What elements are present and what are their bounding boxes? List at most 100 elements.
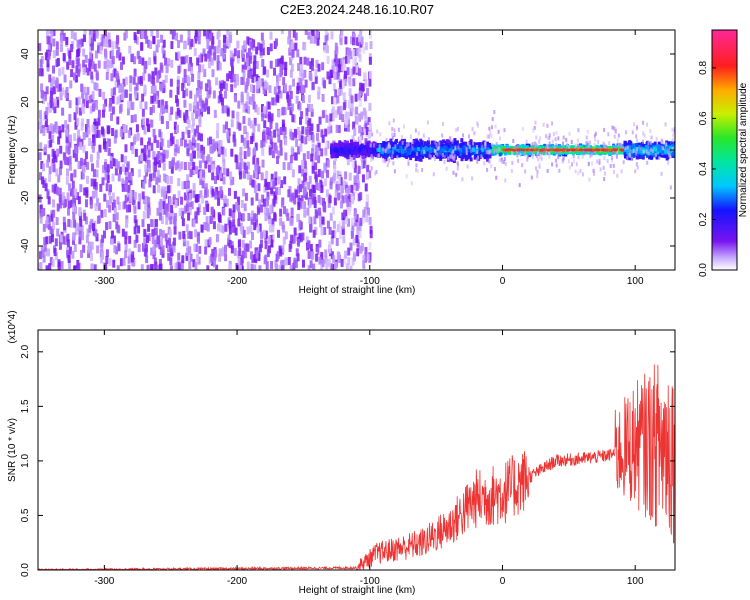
heatmap-cell [54, 238, 58, 247]
heatmap-cell [600, 144, 604, 149]
heatmap-cell [283, 176, 287, 185]
heatmap-cell [326, 159, 330, 168]
heatmap-cell [192, 219, 196, 228]
heatmap-cell [40, 68, 44, 77]
heatmap-cell [78, 63, 82, 72]
heatmap-cell [233, 94, 237, 103]
heatmap-cell [181, 82, 185, 91]
heatmap-cell [46, 63, 50, 72]
heatmap-cell [257, 183, 261, 192]
heatmap-cell [298, 131, 302, 140]
heatmap-cell [288, 85, 292, 94]
heatmap-cell [56, 83, 60, 92]
heatmap-cell [335, 124, 339, 133]
heatmap-cell [234, 154, 238, 163]
heatmap-cell [327, 258, 331, 267]
heatmap-cell [56, 148, 60, 157]
heatmap-cell [301, 160, 305, 169]
heatmap-cell [214, 175, 218, 184]
heatmap-cell [119, 103, 123, 112]
heatmap-cell [297, 213, 301, 222]
heatmap-cell [360, 36, 364, 45]
heatmap-cell [124, 144, 128, 153]
heatmap-cell [158, 263, 162, 270]
heatmap-cell [187, 130, 191, 139]
heatmap-cell [153, 85, 157, 94]
heatmap-cell [135, 82, 139, 91]
heatmap-cell [291, 236, 295, 245]
heatmap-cell [121, 183, 125, 192]
heatmap-cell [133, 239, 137, 248]
heatmap-cell [140, 264, 144, 270]
heatmap-cell [87, 245, 91, 254]
heatmap-cell [262, 229, 266, 238]
heatmap-cell [45, 107, 49, 116]
heatmap-cell [101, 109, 105, 118]
heatmap-cell [117, 201, 121, 210]
heatmap-cell [68, 100, 72, 109]
heatmap-cell [200, 224, 204, 233]
heatmap-cell [315, 181, 319, 190]
heatmap-cell [222, 176, 226, 185]
heatmap-cell [93, 30, 97, 36]
heatmap-cell [121, 56, 125, 65]
heatmap-cell [284, 152, 288, 161]
heatmap-cell [148, 57, 152, 66]
heatmap-cell [208, 237, 212, 246]
heatmap-cell [666, 155, 670, 160]
heatmap-cell [246, 92, 250, 101]
heatmap-cell [116, 196, 120, 205]
heatmap-cell [199, 177, 203, 186]
heatmap-cell [251, 231, 255, 240]
heatmap-cell [150, 85, 154, 94]
heatmap-cell [160, 216, 164, 225]
heatmap-cell [100, 243, 104, 252]
heatmap-cell [39, 204, 43, 213]
heatmap-cell [317, 155, 321, 164]
heatmap-cell [240, 94, 244, 103]
heatmap-cell [241, 160, 245, 169]
heatmap-cell [74, 153, 78, 162]
heatmap-cell [50, 234, 54, 243]
heatmap-cell [62, 216, 66, 225]
heatmap-cell [650, 145, 654, 150]
heatmap-cell [265, 261, 269, 270]
heatmap-cell [183, 162, 187, 171]
heatmap-cell [198, 160, 202, 169]
heatmap-cell [303, 160, 307, 169]
heatmap-cell [80, 118, 84, 127]
heatmap-cell [531, 144, 535, 149]
heatmap-cell [108, 103, 112, 112]
heatmap-cell [298, 219, 302, 228]
heatmap-cell [338, 111, 342, 120]
heatmap-cell [239, 146, 243, 155]
heatmap-cell [319, 196, 323, 205]
heatmap-cell [369, 30, 373, 39]
heatmap-cell [170, 165, 174, 174]
heatmap-cell [67, 261, 71, 270]
heatmap-cell [389, 138, 393, 143]
heatmap-cell [249, 70, 253, 79]
heatmap-cell [357, 49, 361, 58]
heatmap-cell [311, 134, 315, 143]
heatmap-cell [253, 222, 257, 231]
heatmap-cell [355, 214, 359, 223]
heatmap-cell [357, 193, 361, 202]
heatmap-cell [275, 59, 279, 68]
heatmap-cell [301, 201, 305, 210]
heatmap-cell [109, 112, 113, 121]
heatmap-cell [249, 120, 253, 129]
heatmap-cell [290, 41, 294, 50]
heatmap-cell [169, 216, 173, 225]
heatmap-cell [269, 43, 273, 52]
heatmap-cell [114, 159, 118, 168]
heatmap-cell [629, 153, 633, 158]
heatmap-cell [225, 198, 229, 207]
heatmap-cell [83, 30, 87, 35]
heatmap-cell [373, 145, 377, 150]
heatmap-cell [177, 51, 181, 60]
heatmap-cell [197, 79, 201, 88]
heatmap-cell [183, 139, 187, 148]
heatmap-cell [311, 165, 315, 174]
heatmap-cell [216, 54, 220, 63]
